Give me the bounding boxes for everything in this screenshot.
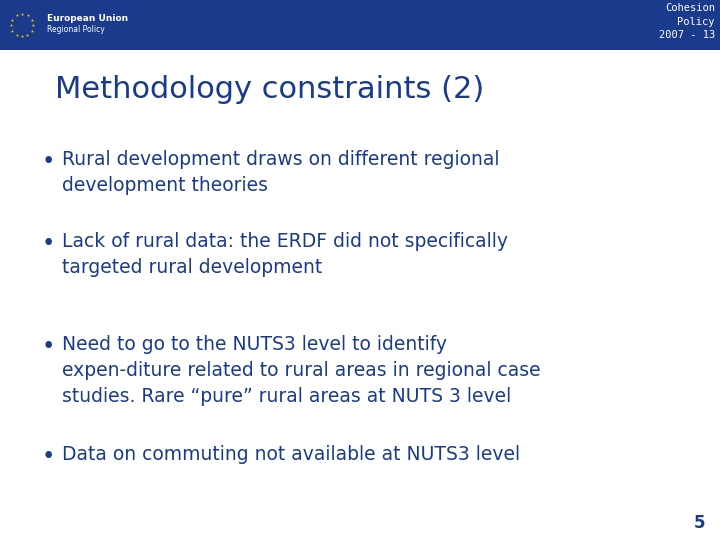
Text: European Union: European Union (47, 14, 128, 23)
Text: •: • (42, 232, 55, 255)
Bar (0, 0, 720, 50)
Text: Lack of rural data: the ERDF did not specifically
targeted rural development: Lack of rural data: the ERDF did not spe… (62, 232, 508, 276)
Text: Need to go to the NUTS3 level to identify
expen­diture related to rural areas in: Need to go to the NUTS3 level to identif… (62, 335, 541, 406)
Bar (5, 6, 43, 48)
Text: 5: 5 (693, 514, 705, 532)
Polygon shape (0, 50, 720, 76)
Text: •: • (42, 150, 55, 173)
Text: •: • (42, 335, 55, 358)
Text: Data on commuting not available at NUTS3 level: Data on commuting not available at NUTS3… (62, 445, 520, 464)
Text: Methodology constraints (2): Methodology constraints (2) (55, 75, 485, 104)
Text: Cohesion
Policy
2007 - 13: Cohesion Policy 2007 - 13 (659, 3, 715, 40)
Text: Rural development draws on different regional
development theories: Rural development draws on different reg… (62, 150, 500, 195)
Text: •: • (42, 445, 55, 468)
Text: Regional Policy: Regional Policy (47, 25, 104, 34)
